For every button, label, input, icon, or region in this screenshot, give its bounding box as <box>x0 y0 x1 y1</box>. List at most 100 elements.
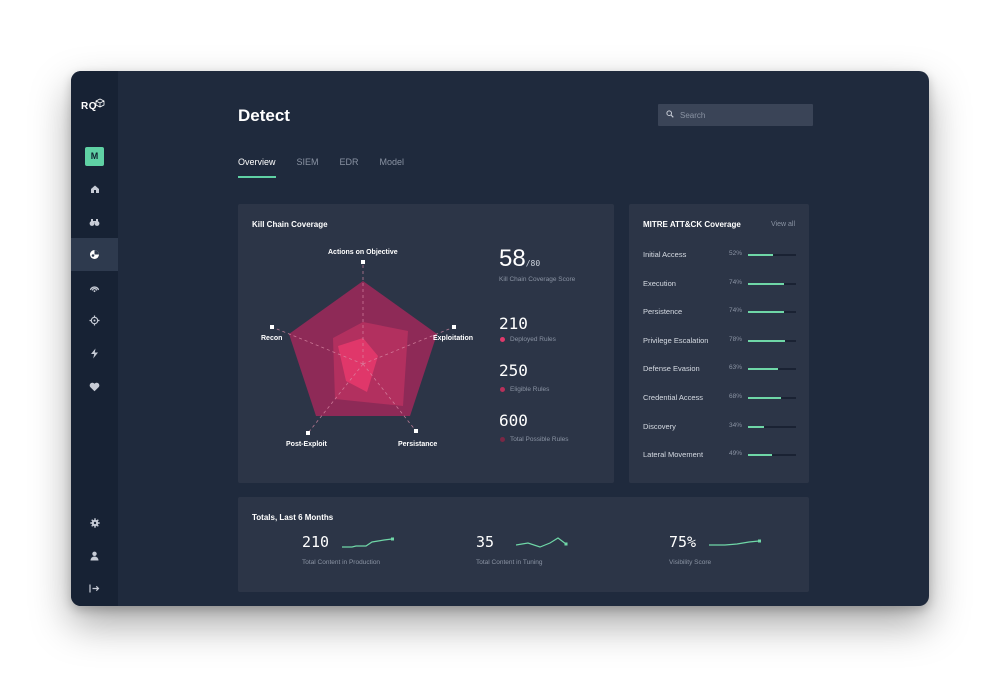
radar-axis-marker <box>361 260 365 264</box>
search-box[interactable] <box>658 104 813 126</box>
sidebar-item-hunt[interactable] <box>71 205 118 238</box>
mitre-row-label: Privilege Escalation <box>643 335 709 345</box>
radar-label-actions: Actions on Objective <box>328 249 398 256</box>
logo-text: RQ <box>81 101 97 112</box>
mitre-row-label: Lateral Movement <box>643 450 704 460</box>
mitre-row-bar-track <box>748 254 796 256</box>
mitre-row-bar-fill <box>748 339 786 342</box>
view-all-link[interactable]: View all <box>771 221 795 228</box>
mitre-row-percent: 63% <box>729 364 743 372</box>
mitre-row-bar-track <box>748 282 796 285</box>
coverage-score: 58/80 <box>499 245 540 273</box>
sidebar-item-account[interactable] <box>71 539 118 572</box>
mitre-row-label: Defense Evasion <box>643 364 700 374</box>
mitre-row-bar-fill <box>748 454 772 457</box>
mitre-row-label: Credential Access <box>643 393 704 402</box>
mitre-row[interactable]: Lateral Movement 49% <box>643 450 798 462</box>
visibility-score-value: 75% <box>669 533 697 551</box>
eligible-rules-label: Eligible Rules <box>510 386 550 393</box>
avatar[interactable]: M <box>85 147 104 166</box>
user-icon <box>90 551 99 560</box>
main-content: Detect Overview SIEM EDR Model Kill Chai… <box>118 71 929 606</box>
heart-icon <box>89 382 100 391</box>
radar-axis-marker <box>306 431 310 435</box>
total-production-label: Total Content in Production <box>302 559 381 566</box>
radar-label-post-exploit: Post-Exploit <box>286 441 327 448</box>
page-title: Detect <box>238 106 290 125</box>
mitre-row-percent: 34% <box>729 421 743 429</box>
mitre-row[interactable]: Privilege Escalation 78% <box>643 336 798 348</box>
settings-gear-icon <box>89 517 100 528</box>
sidebar: RQ M <box>71 71 118 606</box>
total-rules-label: Total Possible Rules <box>510 436 569 443</box>
sidebar-item-target[interactable] <box>71 304 118 337</box>
mitre-row-percent: 68% <box>729 393 743 400</box>
mitre-row[interactable]: Defense Evasion 63% <box>643 364 798 376</box>
tab-overview[interactable]: Overview <box>238 157 276 178</box>
sidebar-item-home[interactable] <box>71 172 118 205</box>
radar-spoke <box>362 363 417 432</box>
totals-title: Totals, Last 6 Months <box>252 513 334 522</box>
mitre-row-percent: 52% <box>729 250 743 257</box>
logo: RQ <box>81 98 105 112</box>
mitre-row[interactable]: Execution 74% <box>643 279 798 291</box>
search-input[interactable] <box>680 104 808 126</box>
total-rules-value: 600 <box>499 411 528 430</box>
radar-inner-area <box>338 338 378 392</box>
kill-chain-card: Kill Chain Coverage Actio <box>238 204 614 483</box>
eligible-rules-dot <box>500 387 505 392</box>
broadcast-icon <box>89 285 100 292</box>
sidebar-item-detect[interactable] <box>71 238 118 271</box>
sidebar-item-settings[interactable] <box>71 506 118 539</box>
sidebar-item-logout[interactable] <box>71 572 118 605</box>
kill-chain-title: Kill Chain Coverage <box>252 220 328 229</box>
mitre-row-bar-track <box>748 425 796 428</box>
mitre-row-percent: 78% <box>729 335 743 343</box>
eligible-rules-value: 250 <box>499 361 528 380</box>
mitre-row-bar-fill <box>748 368 779 371</box>
visibility-sparkline <box>709 539 761 546</box>
tab-edr[interactable]: EDR <box>339 157 359 167</box>
sidebar-item-monitor[interactable] <box>71 271 118 304</box>
radar-label-persistance: Persistance <box>398 441 438 448</box>
totals-card: Totals, Last 6 Months 210 Total Content … <box>238 497 809 592</box>
app-window: RQ M <box>71 71 929 606</box>
mitre-card: MITRE ATT&CK Coverage View all Initial A… <box>629 204 809 483</box>
mitre-row-bar-fill <box>748 425 765 428</box>
radar-spoke <box>271 326 364 365</box>
logout-icon <box>89 584 100 593</box>
mitre-row-percent: 49% <box>729 450 743 458</box>
radar-spoke <box>307 363 364 434</box>
mitre-row-label: Persistence <box>643 307 683 317</box>
mitre-row-bar-fill <box>748 397 781 399</box>
detect-icon <box>90 250 99 259</box>
mitre-row[interactable]: Initial Access 52% <box>643 250 798 262</box>
kill-chain-radar <box>270 260 456 435</box>
mitre-row[interactable]: Credential Access 68% <box>643 393 798 405</box>
deployed-rules-value: 210 <box>499 314 528 333</box>
sidebar-item-respond[interactable] <box>71 337 118 370</box>
radar-label-exploitation: Exploitation <box>433 335 474 342</box>
mitre-row-bar-fill <box>748 311 784 314</box>
mitre-row[interactable]: Persistence 74% <box>643 307 798 319</box>
mitre-row-bar-fill <box>748 254 773 256</box>
deployed-rules-label: Deployed Rules <box>510 336 556 343</box>
production-sparkline <box>342 537 394 548</box>
mitre-row-bar-track <box>748 454 796 457</box>
deployed-rules-dot <box>500 337 505 342</box>
total-tuning-label: Total Content in Tuning <box>476 559 543 566</box>
sidebar-item-health[interactable] <box>71 370 118 403</box>
logo-cube-icon <box>95 98 105 108</box>
mitre-row[interactable]: Discovery 34% <box>643 422 798 434</box>
visibility-score-label: Visibility Score <box>669 559 712 566</box>
home-icon <box>90 185 99 193</box>
lightning-icon <box>91 348 98 359</box>
mitre-row-bar-track <box>748 339 796 342</box>
total-tuning-value: 35 <box>476 533 495 551</box>
tab-siem[interactable]: SIEM <box>296 157 319 167</box>
radar-axis-marker <box>414 429 418 433</box>
mitre-row-percent: 74% <box>729 307 743 315</box>
mitre-row-bar-track <box>748 397 796 399</box>
coverage-score-denominator: /80 <box>525 259 541 268</box>
tab-model[interactable]: Model <box>379 157 405 167</box>
